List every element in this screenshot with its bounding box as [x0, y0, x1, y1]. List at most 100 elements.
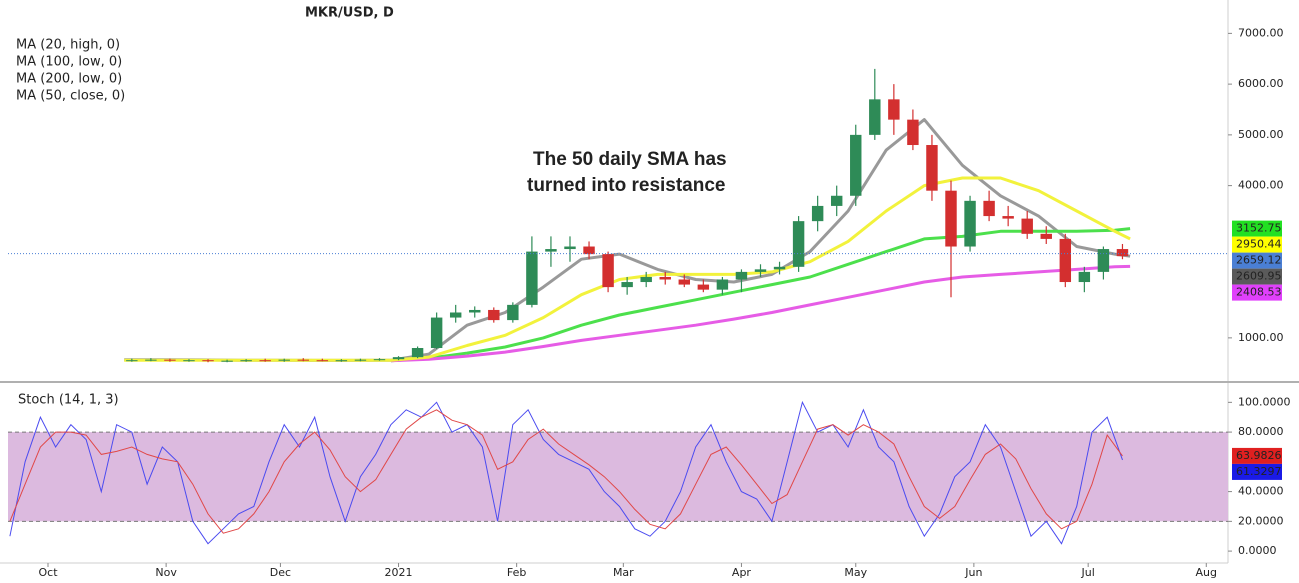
candle-body [145, 359, 157, 361]
candle-body [545, 249, 557, 252]
stoch-line [9, 409, 1123, 534]
y-tick-label: 7000.00 [1238, 26, 1284, 39]
candle-body [1097, 249, 1110, 272]
y-tick-label: 1000.00 [1238, 331, 1284, 344]
price-tag-label: 61.3297 [1236, 465, 1282, 478]
stoch-line [9, 400, 1123, 545]
x-tick-label: Nov [155, 566, 177, 579]
annotation: turned into resistance [527, 175, 726, 196]
y-tick-label: 100.0000 [1238, 395, 1291, 408]
candle-body [1078, 271, 1091, 283]
candle-body [621, 282, 633, 288]
candle-body [888, 99, 900, 120]
price-tag-label: 2659.12 [1236, 254, 1282, 267]
stoch-band [8, 432, 1228, 522]
candle-body [507, 304, 519, 321]
legend-label: MA (100, low, 0) [16, 55, 122, 70]
annotation: The 50 daily SMA has [533, 149, 727, 170]
candle-body [926, 145, 938, 191]
legend-label: MA (50, close, 0) [16, 89, 125, 104]
legend-label: MA (20, high, 0) [16, 38, 120, 53]
x-tick-label: Mar [613, 566, 634, 579]
candle-body [811, 205, 824, 222]
candle-body [411, 348, 424, 358]
price-tag-label: 2950.44 [1236, 238, 1282, 251]
candle-body [354, 359, 367, 361]
x-tick-label: May [844, 566, 867, 579]
y-tick-label: 0.0000 [1238, 544, 1277, 557]
candle-body [1002, 216, 1014, 219]
candle-body [907, 119, 919, 146]
price-tag-label: 2408.53 [1236, 286, 1282, 299]
candle-body [278, 359, 290, 361]
y-tick-label: 20.0000 [1238, 514, 1284, 527]
indicator-title: Stoch (14, 1, 3) [18, 393, 119, 408]
ma-line [124, 176, 1131, 362]
x-tick-label: Jul [1081, 566, 1095, 579]
candle-body [373, 359, 386, 361]
candle-body [297, 359, 309, 361]
price-tag [1232, 236, 1282, 253]
candle-body [640, 276, 652, 283]
candle-body [945, 190, 957, 247]
price-tag [1232, 284, 1282, 301]
x-tick-label: Aug [1196, 566, 1217, 579]
y-tick-label: 80.0000 [1238, 425, 1284, 438]
price-tag-label: 63.9826 [1236, 449, 1282, 462]
candle-body [735, 271, 748, 280]
price-tag-label: 3152.75 [1236, 222, 1282, 235]
legend-label: MA (200, low, 0) [16, 72, 122, 87]
candle-body [259, 360, 271, 362]
candle-body [392, 357, 405, 360]
candle-body [583, 246, 595, 255]
ma-line [390, 264, 1131, 363]
candle-body [964, 200, 976, 247]
candle-body [564, 246, 576, 250]
price-tag-label: 2609.95 [1236, 270, 1282, 283]
price-tag [1232, 463, 1282, 480]
y-tick-label: 4000.00 [1238, 179, 1284, 192]
candle-body [221, 360, 233, 362]
candle-body [678, 279, 691, 285]
candle-body [126, 360, 138, 362]
candle-body [526, 251, 538, 305]
candle-body [659, 276, 671, 280]
chart-title: MKR/USD, D [305, 6, 394, 21]
candle-body [830, 195, 843, 206]
candle-body [983, 200, 995, 217]
candle-body [602, 254, 614, 288]
candle-body [430, 317, 443, 349]
candle-body [488, 309, 500, 321]
price-tag [1232, 268, 1282, 285]
candle-body [335, 360, 348, 362]
candle-body [469, 309, 481, 313]
price-tag [1232, 447, 1282, 464]
candle-body [697, 284, 710, 290]
x-tick-label: Apr [732, 566, 752, 579]
candle-body [449, 312, 462, 318]
y-tick-label: 6000.00 [1238, 77, 1284, 90]
candle-body [316, 360, 329, 362]
y-tick-label: 5000.00 [1238, 128, 1284, 141]
candle-body [850, 134, 862, 196]
candle-body [1116, 249, 1129, 257]
candle-body [164, 359, 176, 361]
x-tick-label: 2021 [385, 566, 413, 579]
price-tag [1232, 252, 1282, 269]
x-tick-label: Oct [38, 566, 58, 579]
x-tick-label: Dec [270, 566, 291, 579]
candle-body [869, 99, 881, 135]
candle-body [240, 360, 252, 362]
candle-body [202, 360, 214, 362]
candle-body [792, 221, 805, 267]
candle-body [1059, 238, 1072, 283]
x-tick-label: Feb [507, 566, 526, 579]
candle-body [716, 279, 729, 290]
x-tick-label: Jun [964, 566, 982, 579]
candle-body [754, 269, 767, 272]
y-tick-label: 40.0000 [1238, 485, 1284, 498]
candle-body [1040, 233, 1052, 239]
price-tag [1232, 220, 1282, 237]
